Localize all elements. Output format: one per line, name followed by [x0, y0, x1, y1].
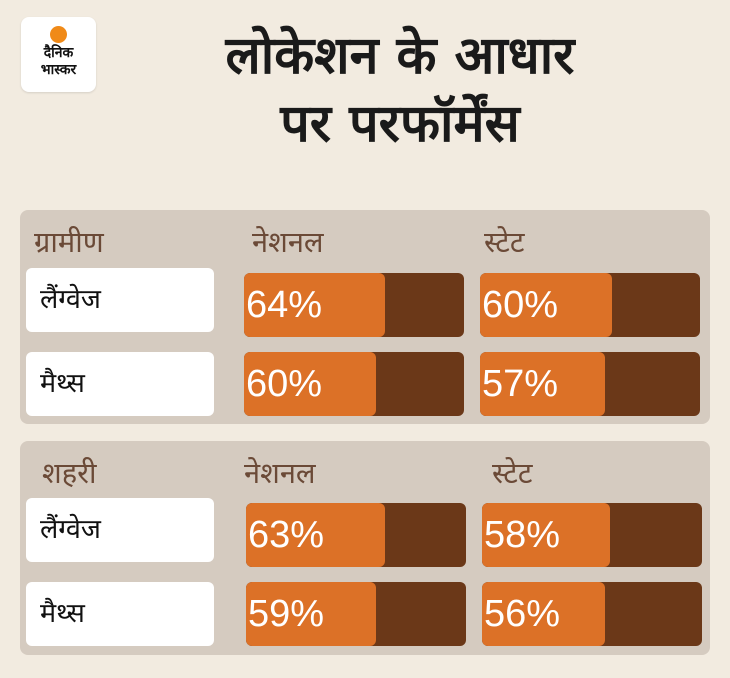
title-line2: पर परफॉर्मेंस [280, 94, 520, 154]
logo: दैनिक भास्कर [21, 17, 96, 92]
page-title: लोकेशन के आधार पर परफॉर्मेंस [120, 22, 680, 158]
bar-fill [244, 352, 376, 416]
data-label: 60% [246, 363, 323, 405]
bar-fill [482, 582, 606, 646]
bar-rural-maths-state: 57% [480, 352, 700, 416]
urban-panel: शहरी नेशनल स्टेट लैंग्वेज 63% 58% मैथ्स … [20, 441, 710, 655]
bar-fill [246, 503, 385, 567]
bar-fill [480, 273, 612, 337]
bar-urban-language-state: 58% [482, 503, 702, 567]
logo-text-line1: दैनिक [43, 45, 74, 61]
row-label-language: लैंग्वेज [26, 268, 214, 332]
column-header-national: नेशनल [244, 456, 316, 490]
bar-urban-maths-state: 56% [482, 582, 702, 646]
sun-icon [50, 26, 67, 43]
data-label: 56% [484, 593, 561, 635]
logo-text-line2: भास्कर [40, 62, 77, 78]
data-label: 63% [248, 514, 325, 556]
rural-panel: ग्रामीण नेशनल स्टेट लैंग्वेज 64% 60% मैथ… [20, 210, 710, 424]
bar-fill [244, 273, 385, 337]
row-label-language: लैंग्वेज [26, 498, 214, 562]
column-header-state: स्टेट [492, 456, 533, 490]
bar-urban-language-national: 63% [246, 503, 466, 567]
data-label: 60% [482, 284, 559, 326]
bar-rural-maths-national: 60% [244, 352, 464, 416]
bar-fill [482, 503, 610, 567]
row-label-maths: मैथ्स [26, 352, 214, 416]
bar-fill [480, 352, 606, 416]
column-header-national: नेशनल [252, 225, 324, 259]
row-label-maths: मैथ्स [26, 582, 214, 646]
group-header-rural: ग्रामीण [34, 225, 104, 259]
bar-fill [246, 582, 376, 646]
data-label: 59% [248, 593, 325, 635]
bar-rural-language-state: 60% [480, 273, 700, 337]
data-label: 64% [246, 284, 323, 326]
title-line1: लोकेशन के आधार [225, 26, 575, 86]
group-header-urban: शहरी [42, 456, 97, 490]
data-label: 57% [482, 363, 559, 405]
data-label: 58% [484, 514, 561, 556]
bar-rural-language-national: 64% [244, 273, 464, 337]
column-header-state: स्टेट [484, 225, 525, 259]
bar-urban-maths-national: 59% [246, 582, 466, 646]
